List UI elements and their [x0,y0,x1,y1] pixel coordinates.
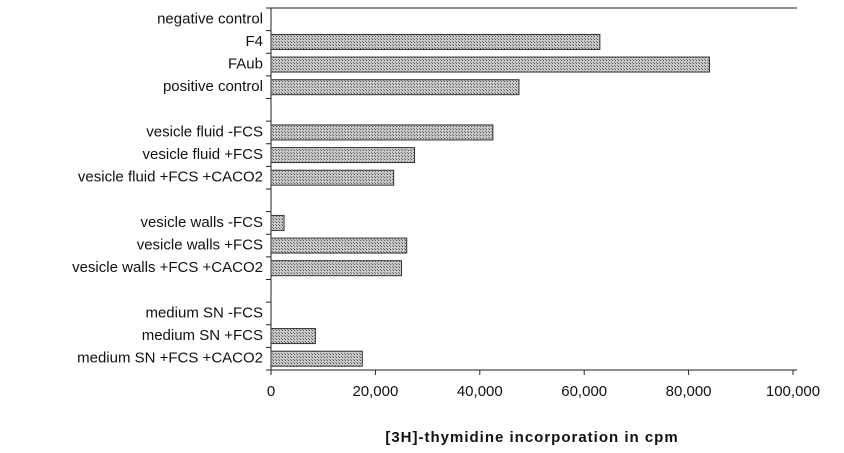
bar [270,237,408,254]
bar [270,79,520,96]
x-tick-label: 80,000 [666,383,712,400]
x-tick-label: 40,000 [457,383,503,400]
y-tick-label: medium SN +FCS +CACO2 [77,350,263,367]
x-axis-title: [3H]-thymidine incorporation in cpm [385,429,678,446]
y-tick-label: vesicle walls +FCS [137,237,263,254]
y-tick-label: vesicle fluid -FCS [146,123,263,140]
y-tick-label: medium SN +FCS [142,327,263,344]
x-tick-label: 20,000 [352,383,398,400]
y-tick-label: F4 [245,33,263,50]
y-tick-label: vesicle walls +FCS +CACO2 [72,259,263,276]
x-tick-label: 0 [267,383,275,400]
y-tick-label: FAub [228,56,263,73]
y-tick-label: vesicle fluid +FCS +CACO2 [78,169,263,186]
x-tick-label: 100,000 [766,383,820,400]
x-tick-label: 60,000 [561,383,607,400]
bar [270,260,402,277]
bar [270,147,416,164]
bar [270,214,285,231]
bar [270,33,601,50]
y-tick-label: vesicle fluid +FCS [143,146,263,163]
y-tick-label: medium SN -FCS [145,304,263,321]
bar [270,328,316,345]
y-tick-label: positive control [163,78,263,95]
bar [270,56,710,73]
y-tick-label: vesicle walls -FCS [140,214,263,231]
bar [270,169,395,186]
bar [270,124,494,141]
bar [270,350,363,367]
y-tick-label: negative control [157,10,263,27]
